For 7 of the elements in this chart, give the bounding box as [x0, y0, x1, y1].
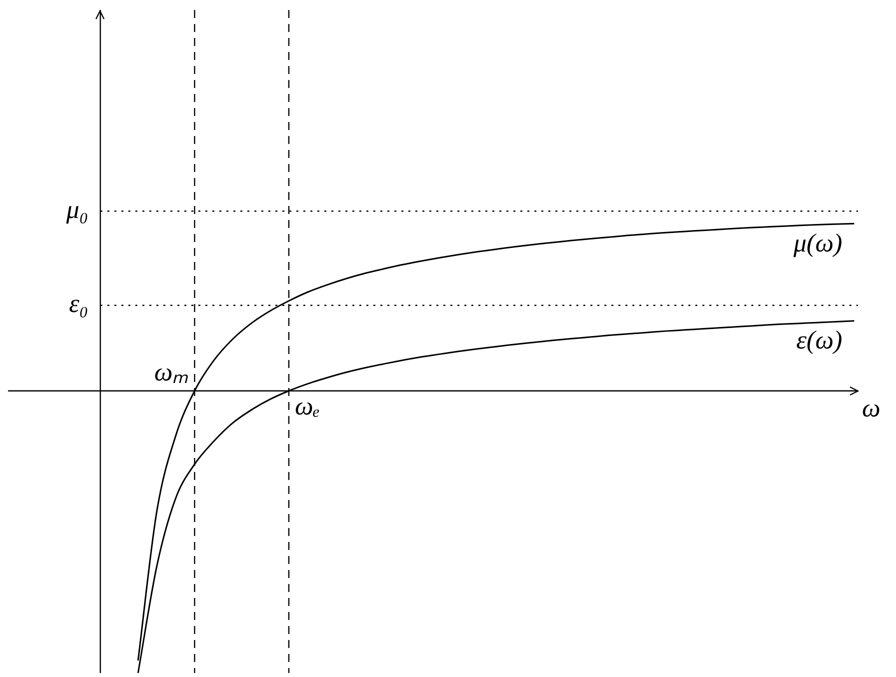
ref-line-label: μ₀	[65, 194, 88, 224]
ref-line-label: ε₀	[69, 289, 88, 318]
series-label: ε(ω)	[796, 326, 842, 355]
annotation: ωₑ	[294, 392, 320, 421]
annotation: ωₘ	[154, 358, 189, 387]
series-label: μ(ω)	[792, 228, 842, 258]
x-axis-title: ω	[862, 394, 880, 423]
